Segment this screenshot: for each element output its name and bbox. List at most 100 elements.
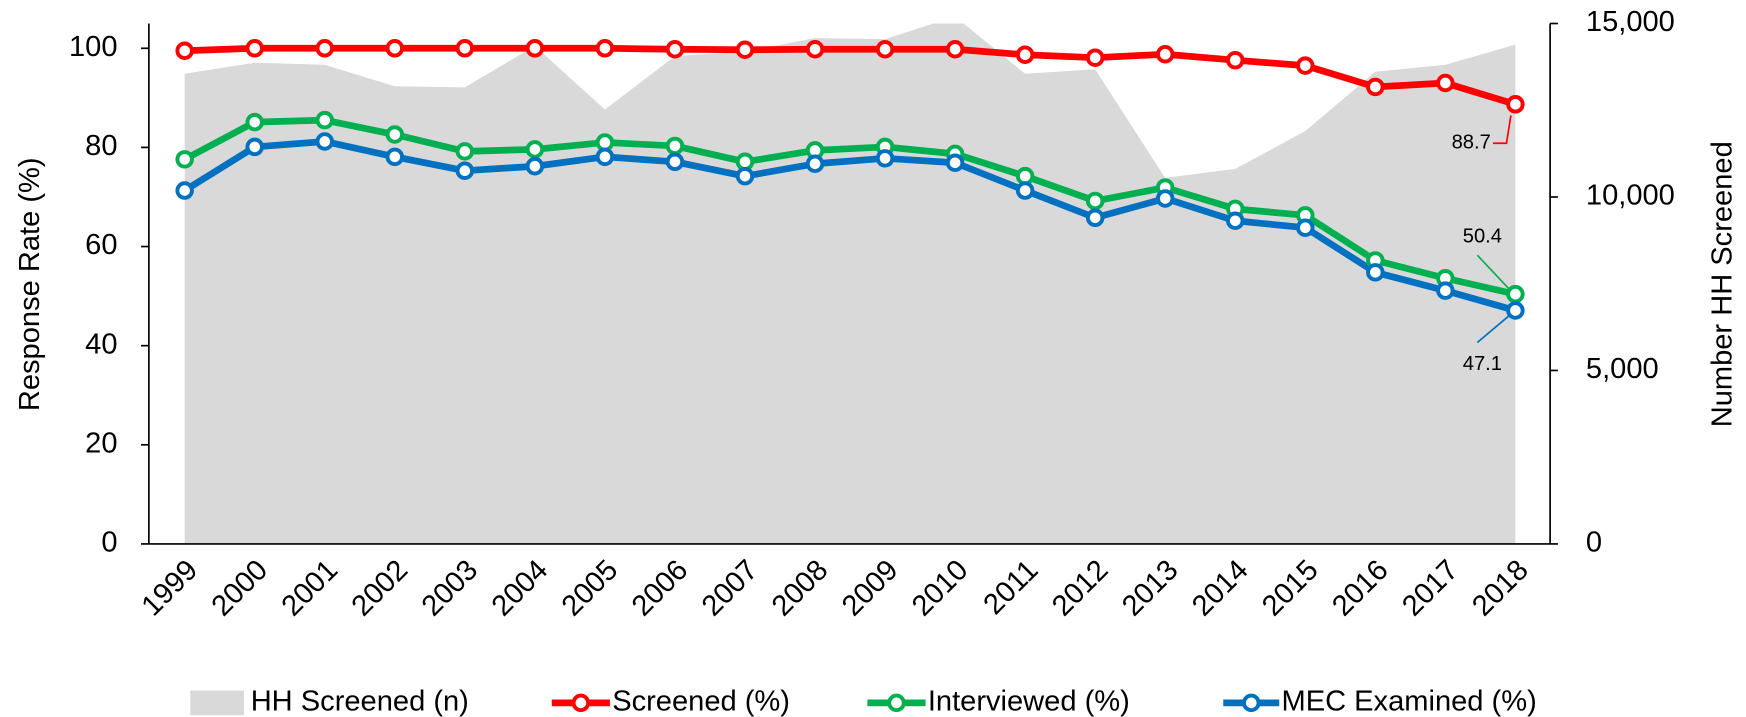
marker — [525, 39, 545, 58]
x-tick-label: 2007 — [696, 554, 764, 622]
x-tick-label: 2018 — [1466, 554, 1534, 622]
y2-tick-label: 5,000 — [1586, 353, 1659, 385]
marker — [595, 133, 615, 152]
marker — [175, 181, 194, 200]
legend: HH Screened (n) Screened (%) Interviewed (… — [190, 686, 1537, 717]
x-tick-label: 2015 — [1256, 554, 1324, 622]
x-tick-label: 2014 — [1186, 554, 1254, 622]
legend-marker — [571, 693, 591, 713]
marker — [1366, 77, 1385, 97]
legend-label: HH Screened (n) — [251, 686, 469, 717]
marker — [805, 40, 825, 59]
y-tick-label: 0 — [101, 527, 117, 559]
marker — [1506, 301, 1525, 320]
marker — [1436, 73, 1455, 93]
x-tick-label: 2002 — [346, 554, 414, 622]
plot-area — [182, 23, 1517, 544]
x-tick-label: 2006 — [626, 554, 694, 622]
chart-body: Response Rate (%) Number HH Screened 0 20… — [14, 6, 1738, 717]
marker — [665, 40, 685, 59]
marker — [1085, 191, 1105, 211]
marker — [595, 147, 615, 167]
marker — [1155, 44, 1175, 64]
legend-marker — [887, 693, 906, 713]
legend-marker — [1242, 693, 1261, 713]
marker — [1436, 281, 1455, 300]
y2-tick-label: 15,000 — [1586, 6, 1675, 38]
legend-label: MEC Examined (%) — [1281, 686, 1536, 717]
x-tick-label: 2017 — [1396, 554, 1464, 622]
x-tick-label: 2000 — [206, 554, 274, 622]
marker — [945, 40, 965, 59]
marker — [315, 39, 334, 58]
marker — [525, 157, 545, 176]
leader-line — [1493, 115, 1512, 145]
marker — [805, 154, 825, 174]
marker — [385, 125, 405, 144]
marker — [1296, 218, 1315, 237]
y-tick-label: 100 — [69, 31, 118, 63]
line — [184, 44, 1517, 108]
x-tick-label: 2010 — [906, 554, 974, 622]
marker — [945, 153, 965, 173]
marker — [175, 150, 194, 169]
line — [183, 116, 1517, 298]
marker — [665, 152, 685, 172]
marker — [735, 40, 755, 60]
marker — [315, 132, 334, 151]
x-tick-label: 2003 — [416, 554, 484, 622]
marker — [1226, 50, 1245, 70]
leader-line — [1476, 315, 1510, 344]
marker — [455, 142, 475, 161]
y-tick-label: 80 — [85, 130, 117, 162]
y-tick-label: 20 — [85, 427, 117, 459]
marker — [1015, 181, 1035, 200]
marker — [455, 39, 475, 58]
area — [184, 23, 1516, 544]
marker — [595, 39, 615, 58]
marker — [1226, 211, 1245, 231]
marker — [1296, 56, 1315, 75]
marker — [245, 112, 264, 132]
marker — [875, 40, 895, 59]
marker — [1506, 284, 1525, 304]
y-tick-label: 40 — [85, 328, 117, 360]
marker — [875, 149, 895, 168]
x-tick-label: 2009 — [836, 554, 904, 622]
marker — [1085, 208, 1105, 228]
x-tick-label: 2013 — [1116, 554, 1184, 622]
legend-swatch — [190, 690, 244, 716]
x-tick-label: 2012 — [1046, 554, 1114, 622]
y2-tick-label: 0 — [1586, 527, 1602, 559]
marker — [245, 39, 264, 58]
legend-label: Interviewed (%) — [928, 686, 1130, 717]
x-tick-label: 2005 — [556, 554, 624, 622]
y2-axis-title: Number HH Screened — [1706, 141, 1738, 427]
y-axis-title: Response Rate (%) — [14, 157, 46, 411]
marker — [1506, 95, 1525, 114]
marker — [315, 110, 334, 130]
marker — [1015, 166, 1035, 186]
data-label: 50.4 — [1463, 226, 1502, 248]
legend-label: Screened (%) — [612, 686, 790, 717]
x-tick-label: 2001 — [276, 554, 344, 622]
marker — [385, 39, 405, 58]
marker — [455, 161, 475, 180]
marker — [1015, 45, 1035, 64]
data-label: 88.7 — [1452, 132, 1491, 154]
x-tick-label: 2011 — [978, 554, 1045, 621]
marker — [735, 152, 755, 172]
marker — [525, 140, 545, 159]
x-tick-label: 2004 — [486, 554, 554, 622]
leader-line — [1476, 254, 1510, 290]
y2-tick-label: 10,000 — [1586, 180, 1675, 212]
marker — [735, 166, 755, 186]
y-tick-label: 60 — [85, 229, 117, 261]
marker — [175, 41, 194, 60]
x-tick-label: 2016 — [1326, 554, 1394, 622]
x-tick-label: 1999 — [136, 554, 204, 622]
line — [182, 138, 1517, 314]
x-tick-label: 2008 — [766, 554, 834, 622]
